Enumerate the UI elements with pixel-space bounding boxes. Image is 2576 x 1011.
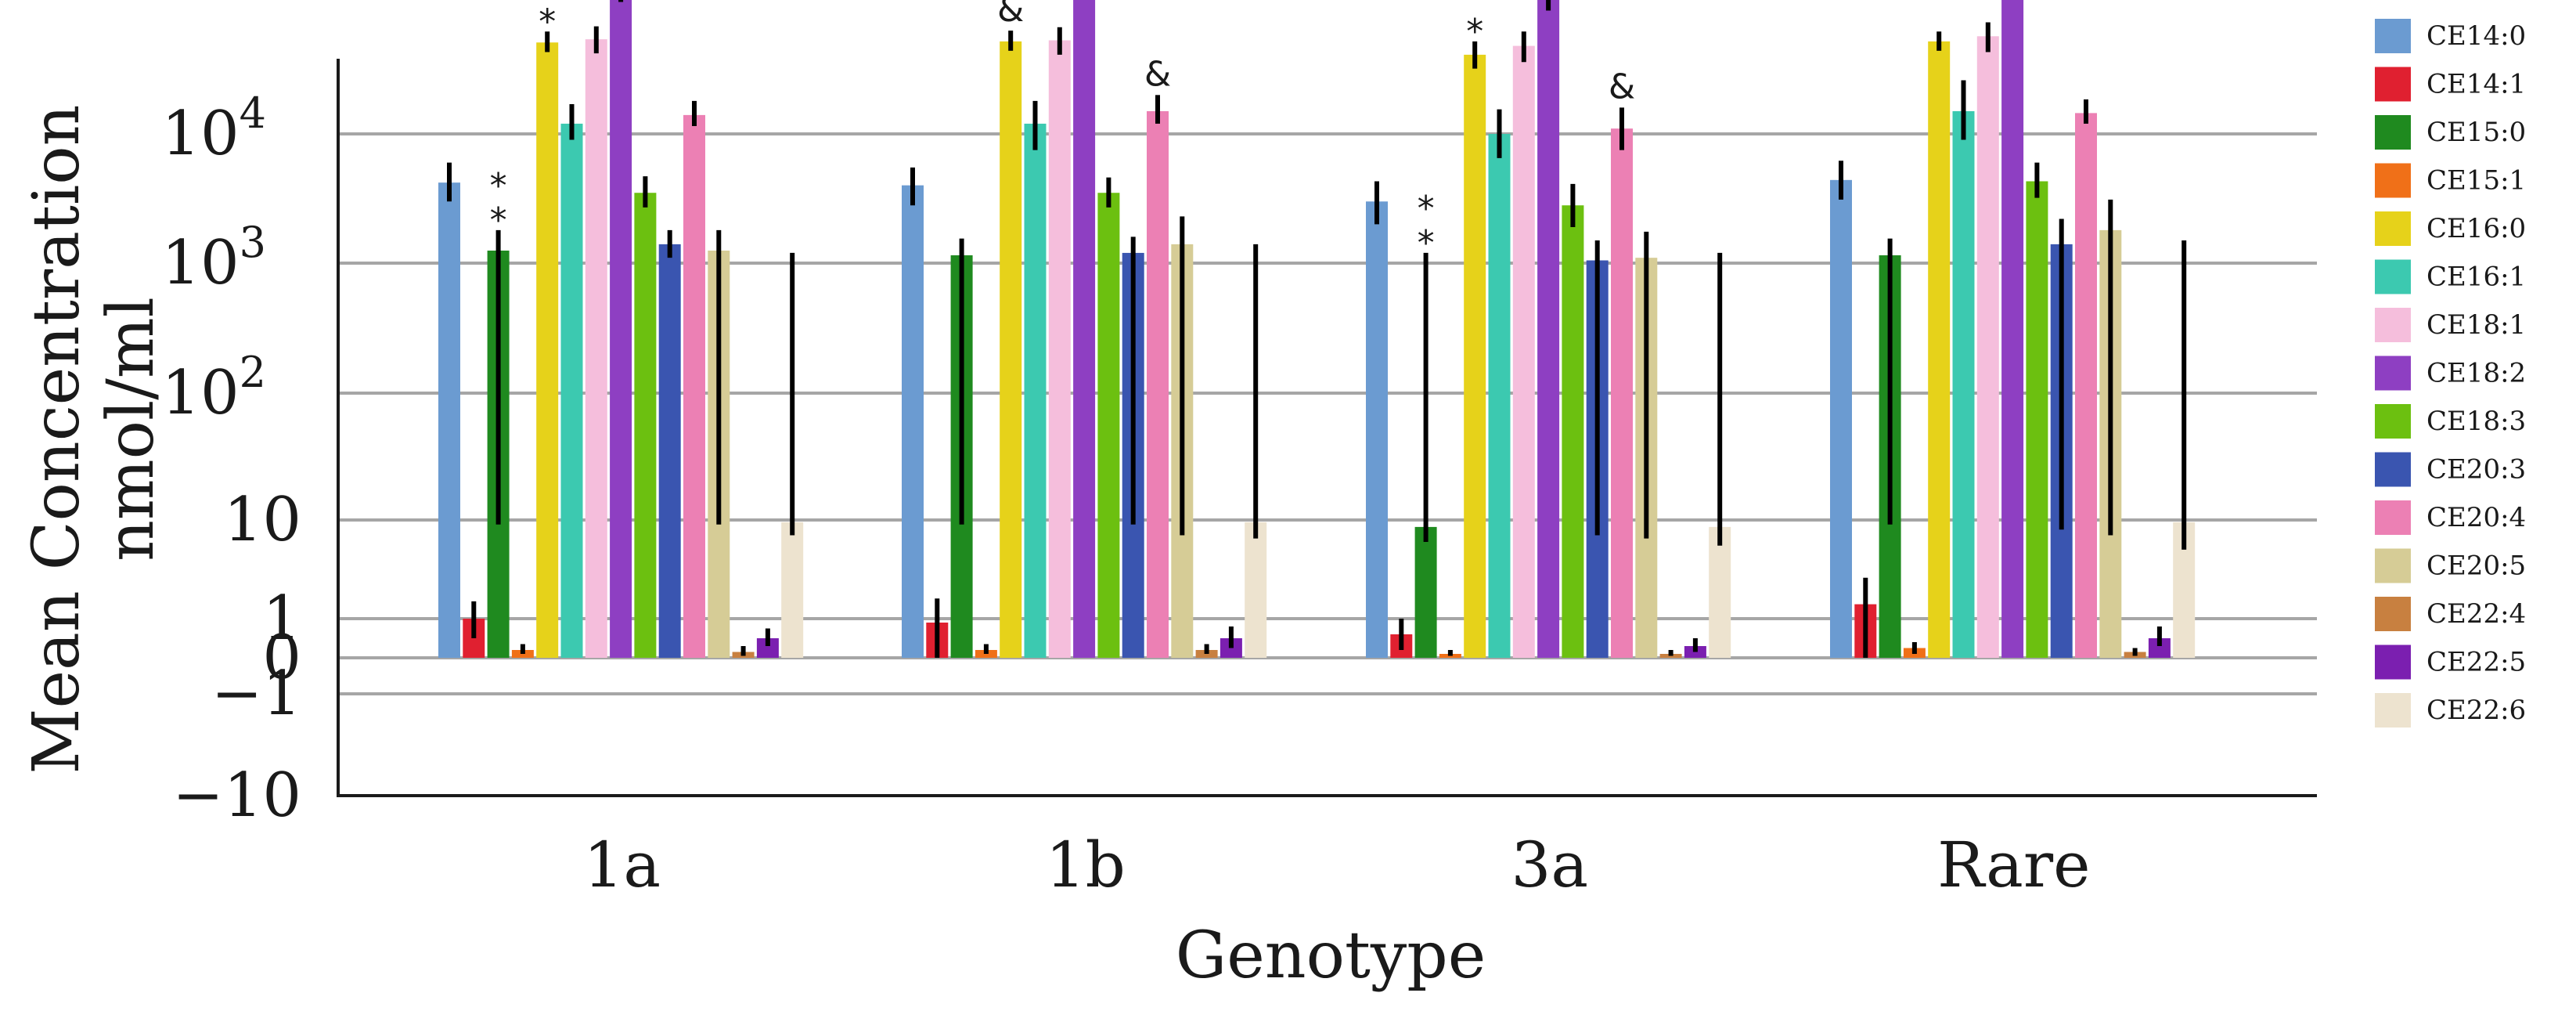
bar: [683, 114, 705, 659]
y-axis-title-line-2: nmol/ml: [94, 297, 168, 561]
significance-marker: *: [539, 2, 556, 42]
y-tick-label: 103: [161, 218, 266, 298]
bar: [438, 182, 460, 658]
y-tick-label: 104: [161, 88, 266, 169]
bar: [1537, 0, 1560, 658]
y-tick-label: 1: [262, 583, 301, 654]
legend-swatch: [2375, 259, 2411, 294]
y-tick-label: −10: [172, 760, 301, 831]
legend-swatch: [2375, 597, 2411, 631]
legend-swatch: [2375, 452, 2411, 487]
significance-marker: &: [1609, 67, 1635, 107]
legend-swatch: [2375, 645, 2411, 680]
legend: CE14:0 CE14:1 CE15:0 CE15:1 CE16:0 CE16:1 CE18…: [2375, 19, 2526, 728]
significance-marker: *: [1418, 223, 1435, 263]
x-tick-label: Rare: [1937, 829, 2090, 901]
significance-marker: *: [490, 166, 507, 206]
bar: [634, 193, 657, 659]
significance-marker: *: [1418, 189, 1435, 229]
legend-label: CE14:1: [2426, 69, 2526, 100]
legend-label: CE15:1: [2426, 165, 2526, 197]
bar: [2001, 0, 2024, 659]
legend-label: CE14:0: [2426, 20, 2526, 52]
bar: [1976, 36, 1999, 659]
y-tick-exponent: 2: [240, 348, 266, 397]
bar: [1611, 128, 1633, 658]
significance-marker: &: [1461, 0, 1488, 6]
bar: [1097, 193, 1120, 659]
bar: [2026, 181, 2048, 658]
bar: [1024, 123, 1047, 659]
x-tick-labels: 1a 1b 3a Rare: [583, 829, 2090, 901]
bar: [1830, 179, 1852, 658]
bar: [781, 522, 804, 658]
x-tick-label: 1a: [583, 829, 661, 901]
legend-label: CE22:4: [2426, 598, 2526, 630]
y-tick-exponent: 3: [240, 218, 266, 267]
bar: [1488, 134, 1511, 658]
bars: [438, 0, 2196, 659]
legend-label: CE20:3: [2426, 454, 2526, 486]
bar: [1464, 54, 1486, 658]
y-tick-label: −1: [211, 659, 301, 729]
bar: [1562, 205, 1584, 658]
legend-label: CE16:0: [2426, 213, 2526, 244]
legend-swatch: [2375, 211, 2411, 246]
significance-annotations: ***&&&&**&&*&&: [490, 0, 1636, 263]
y-tick-label: 10: [224, 485, 301, 555]
legend-label: CE18:3: [2426, 406, 2526, 437]
legend-swatch: [2375, 308, 2411, 342]
bar: [1366, 201, 1388, 658]
y-tick-label: 0: [262, 623, 301, 693]
y-tick-exponent: 4: [240, 88, 266, 138]
bar: [1952, 110, 1975, 658]
x-tick-label: 3a: [1511, 829, 1588, 901]
bar: [1414, 526, 1437, 658]
bar: [1512, 45, 1535, 658]
significance-marker: *: [1466, 12, 1483, 52]
legend-label: CE22:5: [2426, 647, 2526, 678]
error-bars: [447, 0, 2187, 658]
bar: [1245, 522, 1267, 658]
legend-swatch: [2375, 693, 2411, 728]
y-axis-title-line-1: Mean Concentration: [20, 105, 94, 774]
bar: [610, 0, 632, 658]
y-axis-title: Mean Concentration nmol/ml: [20, 85, 168, 774]
legend-swatch: [2375, 500, 2411, 535]
x-axis-title: Genotype: [1176, 919, 1486, 993]
legend-label: CE18:1: [2426, 309, 2526, 341]
bar: [1048, 40, 1071, 658]
legend-label: CE18:2: [2426, 358, 2526, 389]
bar: [2075, 113, 2097, 659]
bar: [1000, 41, 1022, 659]
y-tick-label: 102: [161, 348, 266, 428]
legend-label: CE20:5: [2426, 551, 2526, 582]
legend-label: CE15:0: [2426, 117, 2526, 148]
significance-marker: *: [490, 200, 507, 240]
legend-label: CE22:6: [2426, 695, 2526, 726]
legend-swatch: [2375, 163, 2411, 198]
x-tick-label: 1b: [1046, 829, 1126, 901]
legend-label: CE20:4: [2426, 502, 2526, 533]
bar: [585, 39, 607, 658]
bar: [1147, 110, 1169, 658]
legend-swatch: [2375, 115, 2411, 150]
legend-label: CE16:1: [2426, 262, 2526, 293]
significance-marker: &: [1144, 54, 1171, 94]
legend-swatch: [2375, 548, 2411, 583]
bar: [658, 244, 681, 658]
bar: [536, 42, 559, 659]
bar: [902, 185, 924, 658]
legend-swatch: [2375, 67, 2411, 102]
significance-marker: &: [997, 0, 1024, 30]
legend-swatch: [2375, 356, 2411, 391]
bar: [1073, 0, 1096, 659]
legend-swatch: [2375, 19, 2411, 53]
bar: [560, 123, 583, 659]
bar: [1928, 41, 1951, 659]
legend-swatch: [2375, 404, 2411, 439]
bar: [1709, 526, 1731, 658]
